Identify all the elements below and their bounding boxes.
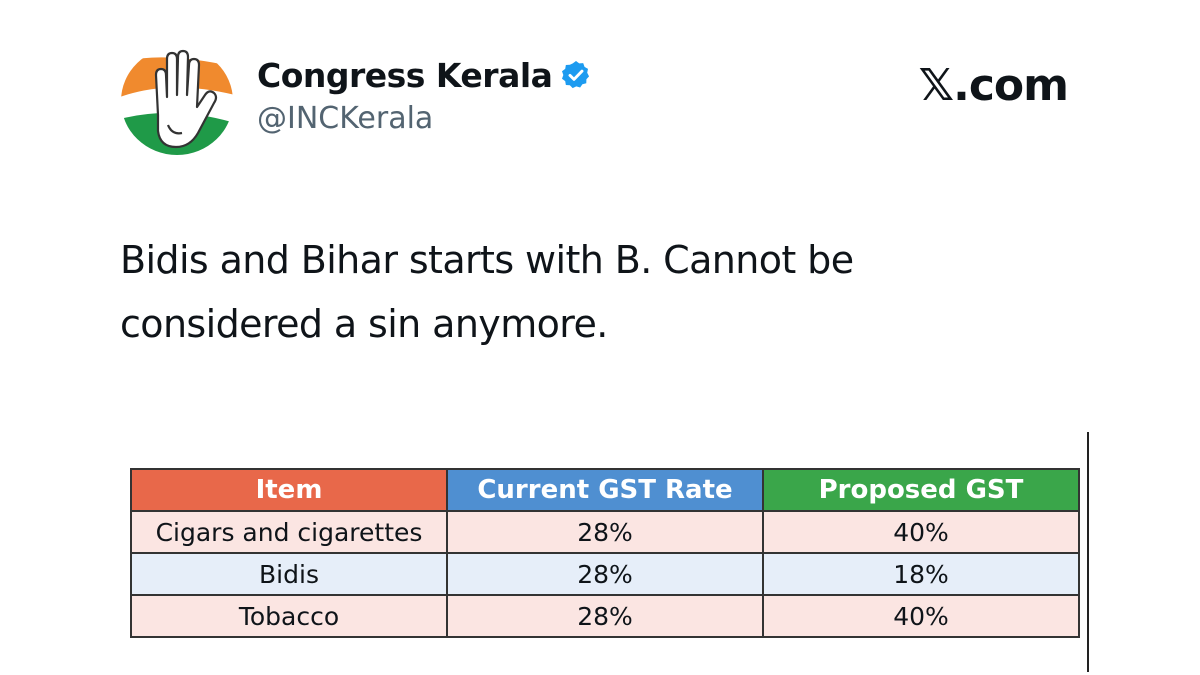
cell-item: Cigars and cigarettes <box>130 510 448 554</box>
gst-table: Item Current GST Rate Proposed GST Cigar… <box>130 468 1080 638</box>
cell-item: Tobacco <box>130 594 448 638</box>
table-row: Bidis 28% 18% <box>130 552 1080 596</box>
avatar[interactable] <box>120 45 235 157</box>
table-row: Tobacco 28% 40% <box>130 594 1080 638</box>
cell-proposed: 18% <box>762 552 1080 596</box>
tweet-text: Bidis and Bihar starts with B. Cannot be… <box>120 238 854 346</box>
header-item: Item <box>130 468 448 512</box>
gst-table-image: Item Current GST Rate Proposed GST Cigar… <box>130 468 1080 638</box>
tweet-author: Congress Kerala @INCKerala <box>257 55 592 136</box>
hand-logo-icon <box>121 47 233 155</box>
handle[interactable]: @INCKerala <box>257 101 434 136</box>
cell-proposed: 40% <box>762 510 1080 554</box>
display-name-row: Congress Kerala <box>257 55 592 95</box>
cell-current: 28% <box>446 594 764 638</box>
cell-current: 28% <box>446 510 764 554</box>
header-proposed-gst: Proposed GST <box>762 468 1080 512</box>
divider-line <box>1087 432 1089 672</box>
table-row: Cigars and cigarettes 28% 40% <box>130 510 1080 554</box>
x-brand-label: 𝕏.com <box>918 60 1069 111</box>
cell-current: 28% <box>446 552 764 596</box>
table-header-row: Item Current GST Rate Proposed GST <box>130 468 1080 512</box>
header-current-gst: Current GST Rate <box>446 468 764 512</box>
cell-proposed: 40% <box>762 594 1080 638</box>
display-name[interactable]: Congress Kerala <box>257 55 553 95</box>
cell-item: Bidis <box>130 552 448 596</box>
verified-badge-icon <box>562 61 590 89</box>
